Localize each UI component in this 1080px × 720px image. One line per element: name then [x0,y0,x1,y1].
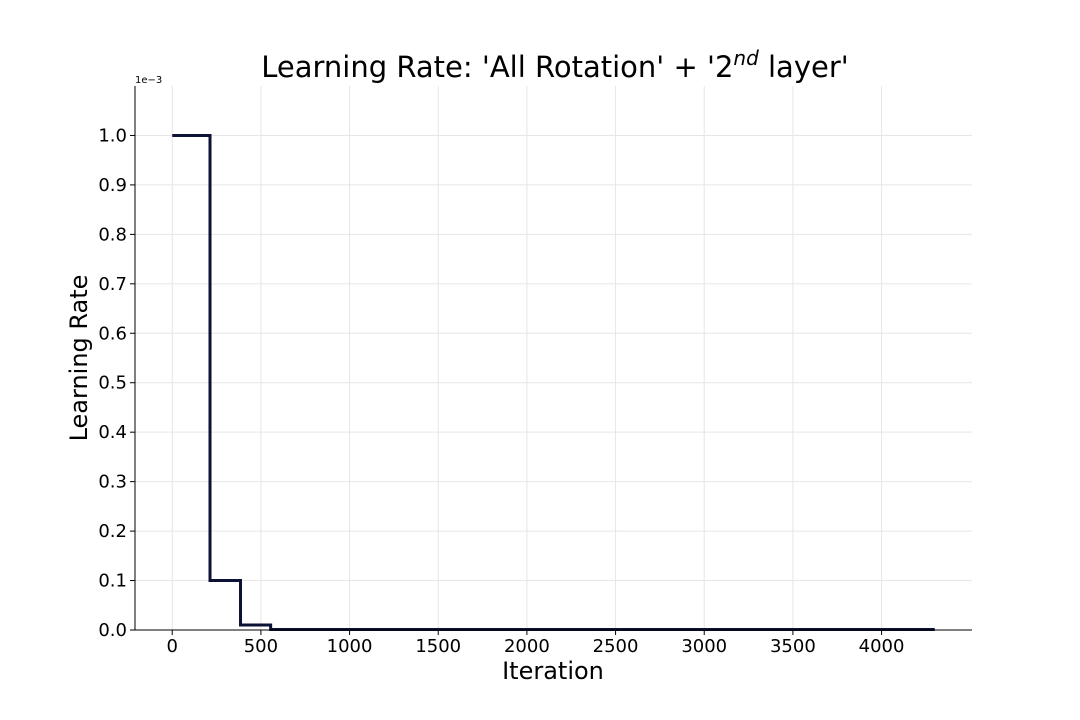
x-tick-label: 3000 [681,636,727,657]
y-tick-label: 1.0 [98,125,127,146]
y-tick-label: 0.9 [98,175,127,196]
x-tick-label: 500 [244,636,278,657]
y-tick-label: 0.3 [98,472,127,493]
y-tick-label: 0.0 [98,620,127,641]
x-tick-label: 4000 [859,636,905,657]
y-tick-label: 0.1 [98,571,127,592]
axes [134,86,972,631]
y-tick-label: 0.2 [98,521,127,542]
x-tick-label: 2000 [504,636,550,657]
x-tick-label: 1500 [415,636,461,657]
x-axis-label: Iteration [502,657,604,685]
chart-title-suffix: layer' [759,50,849,84]
y-tick-label: 0.4 [98,422,127,443]
y-tick-label: 0.5 [98,373,127,394]
chart-title-superscript: nd [733,46,759,70]
chart-title-prefix: Learning Rate: 'All Rotation' + '2 [261,50,733,84]
y-tick-label: 0.8 [98,224,127,245]
chart-title: Learning Rate: 'All Rotation' + '2nd lay… [261,46,848,84]
x-tick-label: 3500 [770,636,816,657]
x-tick-label: 1000 [327,636,373,657]
y-tick-label: 0.7 [98,274,127,295]
y-offset-label: 1e−3 [135,75,162,86]
grid [135,86,972,631]
ticks: 0 500 1000 1500 2000 2500 3000 3500 4000 0.0 0.1 0.… [98,125,904,657]
y-tick-label: 0.6 [98,323,127,344]
x-tick-label: 0 [167,636,178,657]
x-tick-label: 2500 [593,636,639,657]
series-layer [172,133,935,632]
learning-rate-series-line [172,133,935,632]
y-axis-label: Learning Rate [65,275,93,442]
